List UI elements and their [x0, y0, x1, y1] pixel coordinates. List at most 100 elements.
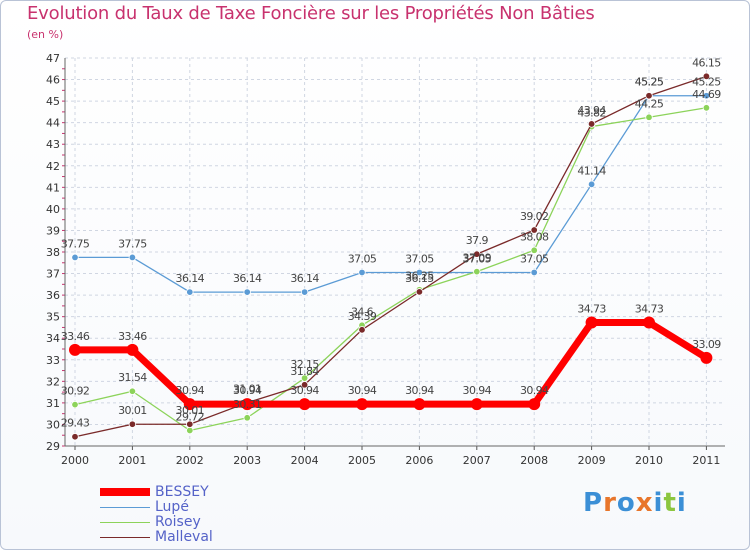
data-label: 32.15 — [290, 358, 319, 371]
data-point — [71, 400, 79, 409]
data-point — [700, 351, 713, 364]
legend-label-roisey: Roisey — [155, 514, 201, 530]
data-label: 30.92 — [61, 385, 90, 398]
proxiti-logo: Proxiti — [583, 488, 687, 518]
data-point — [243, 288, 251, 296]
data-point — [702, 72, 711, 81]
y-tick-label: 47 — [46, 52, 60, 65]
data-point — [645, 92, 653, 100]
data-point — [298, 398, 311, 411]
y-tick-label: 41 — [46, 181, 60, 194]
y-tick-label: 33 — [46, 354, 60, 367]
series-line-bessey — [75, 318, 709, 408]
x-tick-label: 2005 — [348, 454, 376, 467]
y-tick-label: 32 — [46, 375, 60, 388]
data-label: 43.94 — [577, 104, 606, 117]
x-tick-label: 2002 — [176, 454, 204, 467]
data-label: 44.25 — [635, 97, 664, 110]
data-point — [587, 120, 596, 128]
data-label: 31.54 — [118, 371, 147, 384]
data-label: 37.05 — [348, 252, 377, 265]
axis-layer: 29 30 31 32 33 34 35 36 37 38 39 40 41 42 43 44 45 46 47 20… — [46, 52, 725, 467]
y-tick-label: 29 — [46, 440, 60, 453]
data-point — [415, 288, 424, 296]
data-label: 44.69 — [692, 88, 721, 101]
data-label: 29.72 — [176, 410, 205, 423]
data-point — [128, 387, 137, 395]
data-label-layer: 33.46 33.46 30.94 30.94 30.94 30.94 30.94 30.94… — [61, 56, 722, 430]
data-label: 37.05 — [463, 252, 492, 265]
data-label: 30.94 — [405, 384, 434, 397]
y-axis-unit-label: (en %) — [27, 28, 64, 41]
data-label: 30.01 — [118, 404, 147, 417]
data-point — [71, 433, 79, 441]
data-point — [702, 104, 711, 112]
x-tick-label: 2007 — [463, 454, 491, 467]
data-point — [356, 398, 368, 411]
logo-letter: o — [616, 488, 636, 518]
data-point — [415, 268, 424, 277]
x-tick-label: 2000 — [61, 454, 89, 467]
data-label: 45.25 — [635, 76, 664, 89]
data-label: 31.84 — [290, 365, 319, 378]
logo-letter: t — [663, 488, 677, 518]
series-line-lupé — [75, 95, 707, 293]
data-label: 36.14 — [290, 272, 319, 285]
data-point — [470, 398, 483, 411]
y-tick-label: 35 — [46, 311, 60, 324]
data-point — [473, 267, 481, 276]
logo-letter: i — [653, 488, 664, 518]
data-label: 37.09 — [463, 252, 492, 265]
y-tick-label: 37 — [46, 268, 60, 281]
data-label: 30.94 — [176, 384, 205, 397]
data-point — [128, 253, 137, 262]
data-point — [186, 426, 194, 435]
y-tick-label: 46 — [46, 74, 60, 87]
data-label: 30.31 — [233, 398, 262, 411]
chart-title: Evolution du Taux de Taxe Foncière sur l… — [27, 3, 595, 24]
data-label: 30.94 — [520, 384, 549, 397]
data-point — [183, 398, 196, 411]
data-label: 37.9 — [466, 234, 489, 247]
data-point — [71, 253, 79, 262]
y-tick-label: 30 — [46, 418, 60, 431]
logo-letter: x — [635, 488, 654, 518]
series-layer — [69, 72, 713, 441]
data-point — [300, 288, 309, 296]
data-label: 46.15 — [692, 56, 721, 69]
data-point — [643, 316, 655, 329]
y-tick-label: 43 — [46, 138, 60, 151]
grid-layer — [65, 57, 725, 447]
data-point — [587, 180, 596, 189]
data-label: 34.39 — [348, 310, 377, 323]
data-label: 30.94 — [290, 384, 319, 397]
x-tick-label: 2004 — [291, 454, 319, 467]
legend-swatch-bessey — [100, 488, 150, 496]
x-tick-label: 2003 — [233, 454, 261, 467]
x-tick-label: 2009 — [578, 454, 606, 467]
data-point — [585, 316, 598, 329]
data-point — [530, 268, 538, 277]
x-tick-label: 2001 — [118, 454, 146, 467]
y-tick-label: 39 — [46, 224, 60, 237]
data-point — [358, 268, 366, 277]
data-label: 36.14 — [233, 272, 262, 285]
data-point — [243, 414, 251, 422]
data-label: 29.43 — [61, 417, 90, 430]
data-label: 37.75 — [118, 237, 147, 250]
data-point — [702, 92, 711, 100]
data-label: 34.73 — [635, 302, 664, 315]
data-point — [413, 398, 426, 411]
data-label: 30.94 — [463, 384, 492, 397]
data-point — [69, 343, 81, 356]
data-label: 34.6 — [351, 305, 374, 318]
y-tick-label: 42 — [46, 160, 60, 173]
data-label: 39.02 — [520, 210, 549, 223]
data-point — [128, 420, 137, 428]
data-label: 38.08 — [520, 230, 549, 243]
data-label: 37.05 — [405, 252, 434, 265]
x-tick-label: 2011 — [692, 454, 720, 467]
y-tick-label: 44 — [46, 117, 60, 130]
